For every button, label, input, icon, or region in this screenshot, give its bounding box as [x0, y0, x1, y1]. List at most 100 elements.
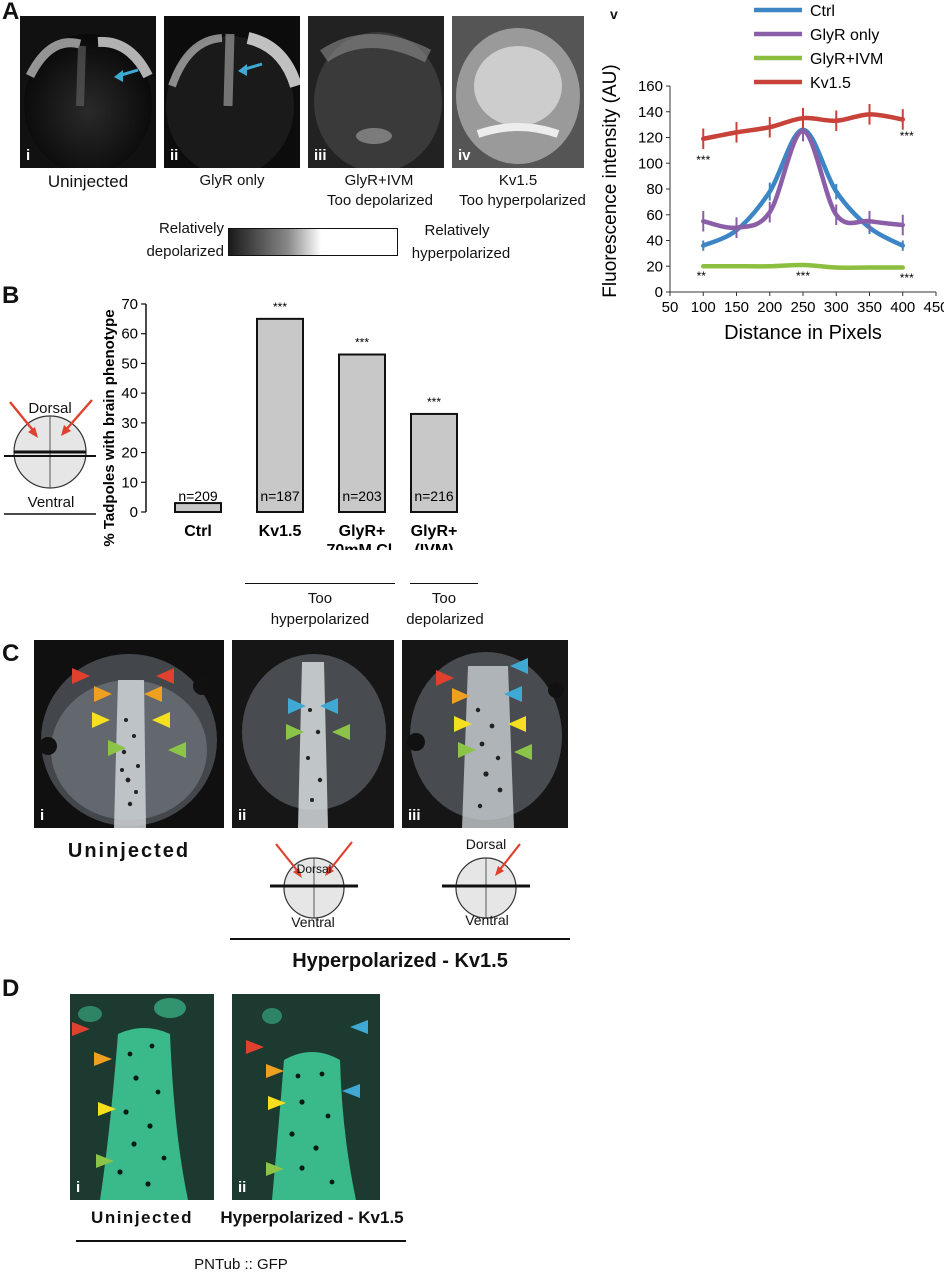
- y-tick-label: 10: [121, 474, 138, 491]
- tadpole-image-hyper-ii: ii: [232, 640, 394, 828]
- group-label-hyperpolarized-1: Too: [307, 590, 333, 607]
- embryo-diagram-c-iii: [442, 843, 530, 919]
- arrowhead-markers: [246, 1020, 368, 1176]
- category-label: Kv1.5: [259, 523, 302, 540]
- legend-label: Kv1.5: [810, 75, 851, 92]
- image-label: i: [40, 807, 45, 824]
- embryo-uninjected-drawing: [24, 34, 153, 168]
- embryo-kv-drawing: [456, 28, 580, 164]
- tadpole-uninjected-drawing: [39, 654, 217, 828]
- embryo-image-glyr-only: ii: [164, 16, 300, 168]
- dorsal-label-c-ii: Dorsal: [296, 862, 332, 876]
- chart-roman-v: v: [610, 6, 618, 22]
- arrowhead-markers: [436, 658, 532, 760]
- arrow-icon: [114, 68, 139, 82]
- n-label: n=203: [342, 488, 382, 504]
- arrowhead-markers: [286, 698, 350, 740]
- caption-too-depolarized: Too depolarized: [327, 192, 433, 209]
- caption-glyr-ivm: GlyR+IVM: [344, 172, 414, 189]
- ventral-label-c-iii: Ventral: [465, 912, 509, 928]
- caption-hyper-d: Hyperpolarized - Kv1.5: [220, 1208, 404, 1227]
- sig-kv-left: ***: [696, 153, 710, 167]
- image-label: ii: [238, 1179, 247, 1196]
- hyper-underline-c: [230, 938, 570, 940]
- y-tick-label: 80: [646, 181, 663, 198]
- y-axis-title: % Tadpoles with brain phenotype: [101, 309, 118, 546]
- caption-hyper-c: Hyperpolarized - Kv1.5: [292, 950, 508, 972]
- y-tick-label: 60: [646, 207, 663, 224]
- embryo-diagram-c-ii: [270, 841, 358, 919]
- arrowhead-markers: [72, 1022, 116, 1168]
- group-label-hyperpolarized-2: hyperpolarized: [270, 611, 370, 628]
- embryo-image-kv15: iv: [452, 16, 584, 168]
- ventral-label-c-ii: Ventral: [291, 914, 335, 930]
- scale-left-label-2: depolarized: [146, 243, 224, 260]
- caption-uninjected-c: Uninjected: [67, 840, 191, 862]
- marker-label-d: PNTub :: GFP: [194, 1256, 288, 1273]
- scale-right-label-1: Relatively: [424, 222, 490, 239]
- group-label-depolarized-1: Too: [431, 590, 457, 607]
- caption-uninjected: Uninjected: [47, 172, 129, 191]
- panel-letter-b: B: [2, 282, 20, 309]
- image-label: ii: [238, 807, 247, 824]
- y-tick-label: 50: [121, 355, 138, 372]
- y-axis-title: Fluorescence intensity (AU): [600, 64, 621, 297]
- y-tick-label: 40: [646, 233, 663, 250]
- y-tick-label: 0: [655, 284, 663, 301]
- embryo-image-uninjected: i: [20, 16, 156, 168]
- dorsal-label-b: Dorsal: [28, 400, 72, 417]
- group-underline-hyperpolarized: [245, 583, 395, 584]
- caption-too-hyperpolarized: Too hyperpolarized: [459, 192, 586, 209]
- n-label: n=216: [414, 488, 454, 504]
- brain-phenotype-bar-chart: 0 10 20 30 40 50 60 70% Tadpoles with brain phe…: [101, 296, 458, 550]
- tadpole-image-hyper-iii: iii: [402, 640, 568, 828]
- category-label: Ctrl: [184, 523, 212, 540]
- x-tick-label: 450: [923, 299, 944, 316]
- legend-label: GlyR+IVM: [810, 51, 883, 68]
- n-label: n=209: [178, 488, 218, 504]
- sig-ivm-right: ***: [900, 271, 914, 285]
- y-tick-label: 30: [121, 415, 138, 432]
- panel-letter-d: D: [2, 975, 20, 1002]
- image-label: ii: [170, 147, 179, 164]
- ventral-label-b: Ventral: [27, 494, 75, 511]
- panel-letter-a: A: [2, 0, 20, 25]
- y-tick-label: 100: [638, 155, 663, 172]
- caption-kv15: Kv1.5: [498, 172, 538, 189]
- x-tick-label: 50: [662, 299, 679, 316]
- x-tick-label: 100: [691, 299, 716, 316]
- dorsal-label-c-iii: Dorsal: [465, 836, 507, 852]
- bar: [338, 353, 386, 513]
- embryo-image-glyr-ivm: iii: [308, 16, 444, 168]
- gfp-image-hyper: ii: [232, 994, 380, 1200]
- x-tick-label: 400: [890, 299, 915, 316]
- sig-ivm-left: **: [697, 269, 707, 283]
- x-tick-label: 200: [757, 299, 782, 316]
- category-label: (IVM): [414, 542, 453, 550]
- caption-uninjected-d: Uninjected: [91, 1208, 193, 1227]
- significance-label: ***: [355, 336, 369, 350]
- tadpole-hyper-ii-drawing: [242, 654, 386, 828]
- x-axis-title: Distance in Pixels: [724, 322, 882, 344]
- arrow-icon: [238, 62, 263, 76]
- category-label: GlyR+: [411, 523, 458, 540]
- embryo-diagram-b: [4, 399, 96, 515]
- y-tick-label: 0: [130, 504, 138, 521]
- image-label: iii: [314, 147, 327, 164]
- y-tick-label: 60: [121, 326, 138, 343]
- bar: [174, 502, 222, 513]
- marker-underline-d: [76, 1240, 406, 1242]
- panel-letter-c: C: [2, 640, 20, 667]
- tadpole-hyper-iii-drawing: [407, 652, 564, 828]
- group-underline-depolarized: [410, 583, 478, 584]
- image-label: iii: [408, 807, 421, 824]
- tadpole-image-uninjected: i: [34, 640, 224, 828]
- embryo-ivm-drawing: [314, 32, 442, 168]
- fluorescence-line-chart: 0 20 40 60 80 100 120 140 160 50 100 150 200 250 300 35…: [600, 3, 944, 344]
- group-label-depolarized-2: depolarized: [406, 611, 484, 628]
- category-label: GlyR+: [339, 523, 386, 540]
- intensity-scale-bar: [228, 228, 398, 256]
- bar: [410, 412, 458, 513]
- image-label: iv: [458, 147, 471, 164]
- bar: [256, 317, 304, 513]
